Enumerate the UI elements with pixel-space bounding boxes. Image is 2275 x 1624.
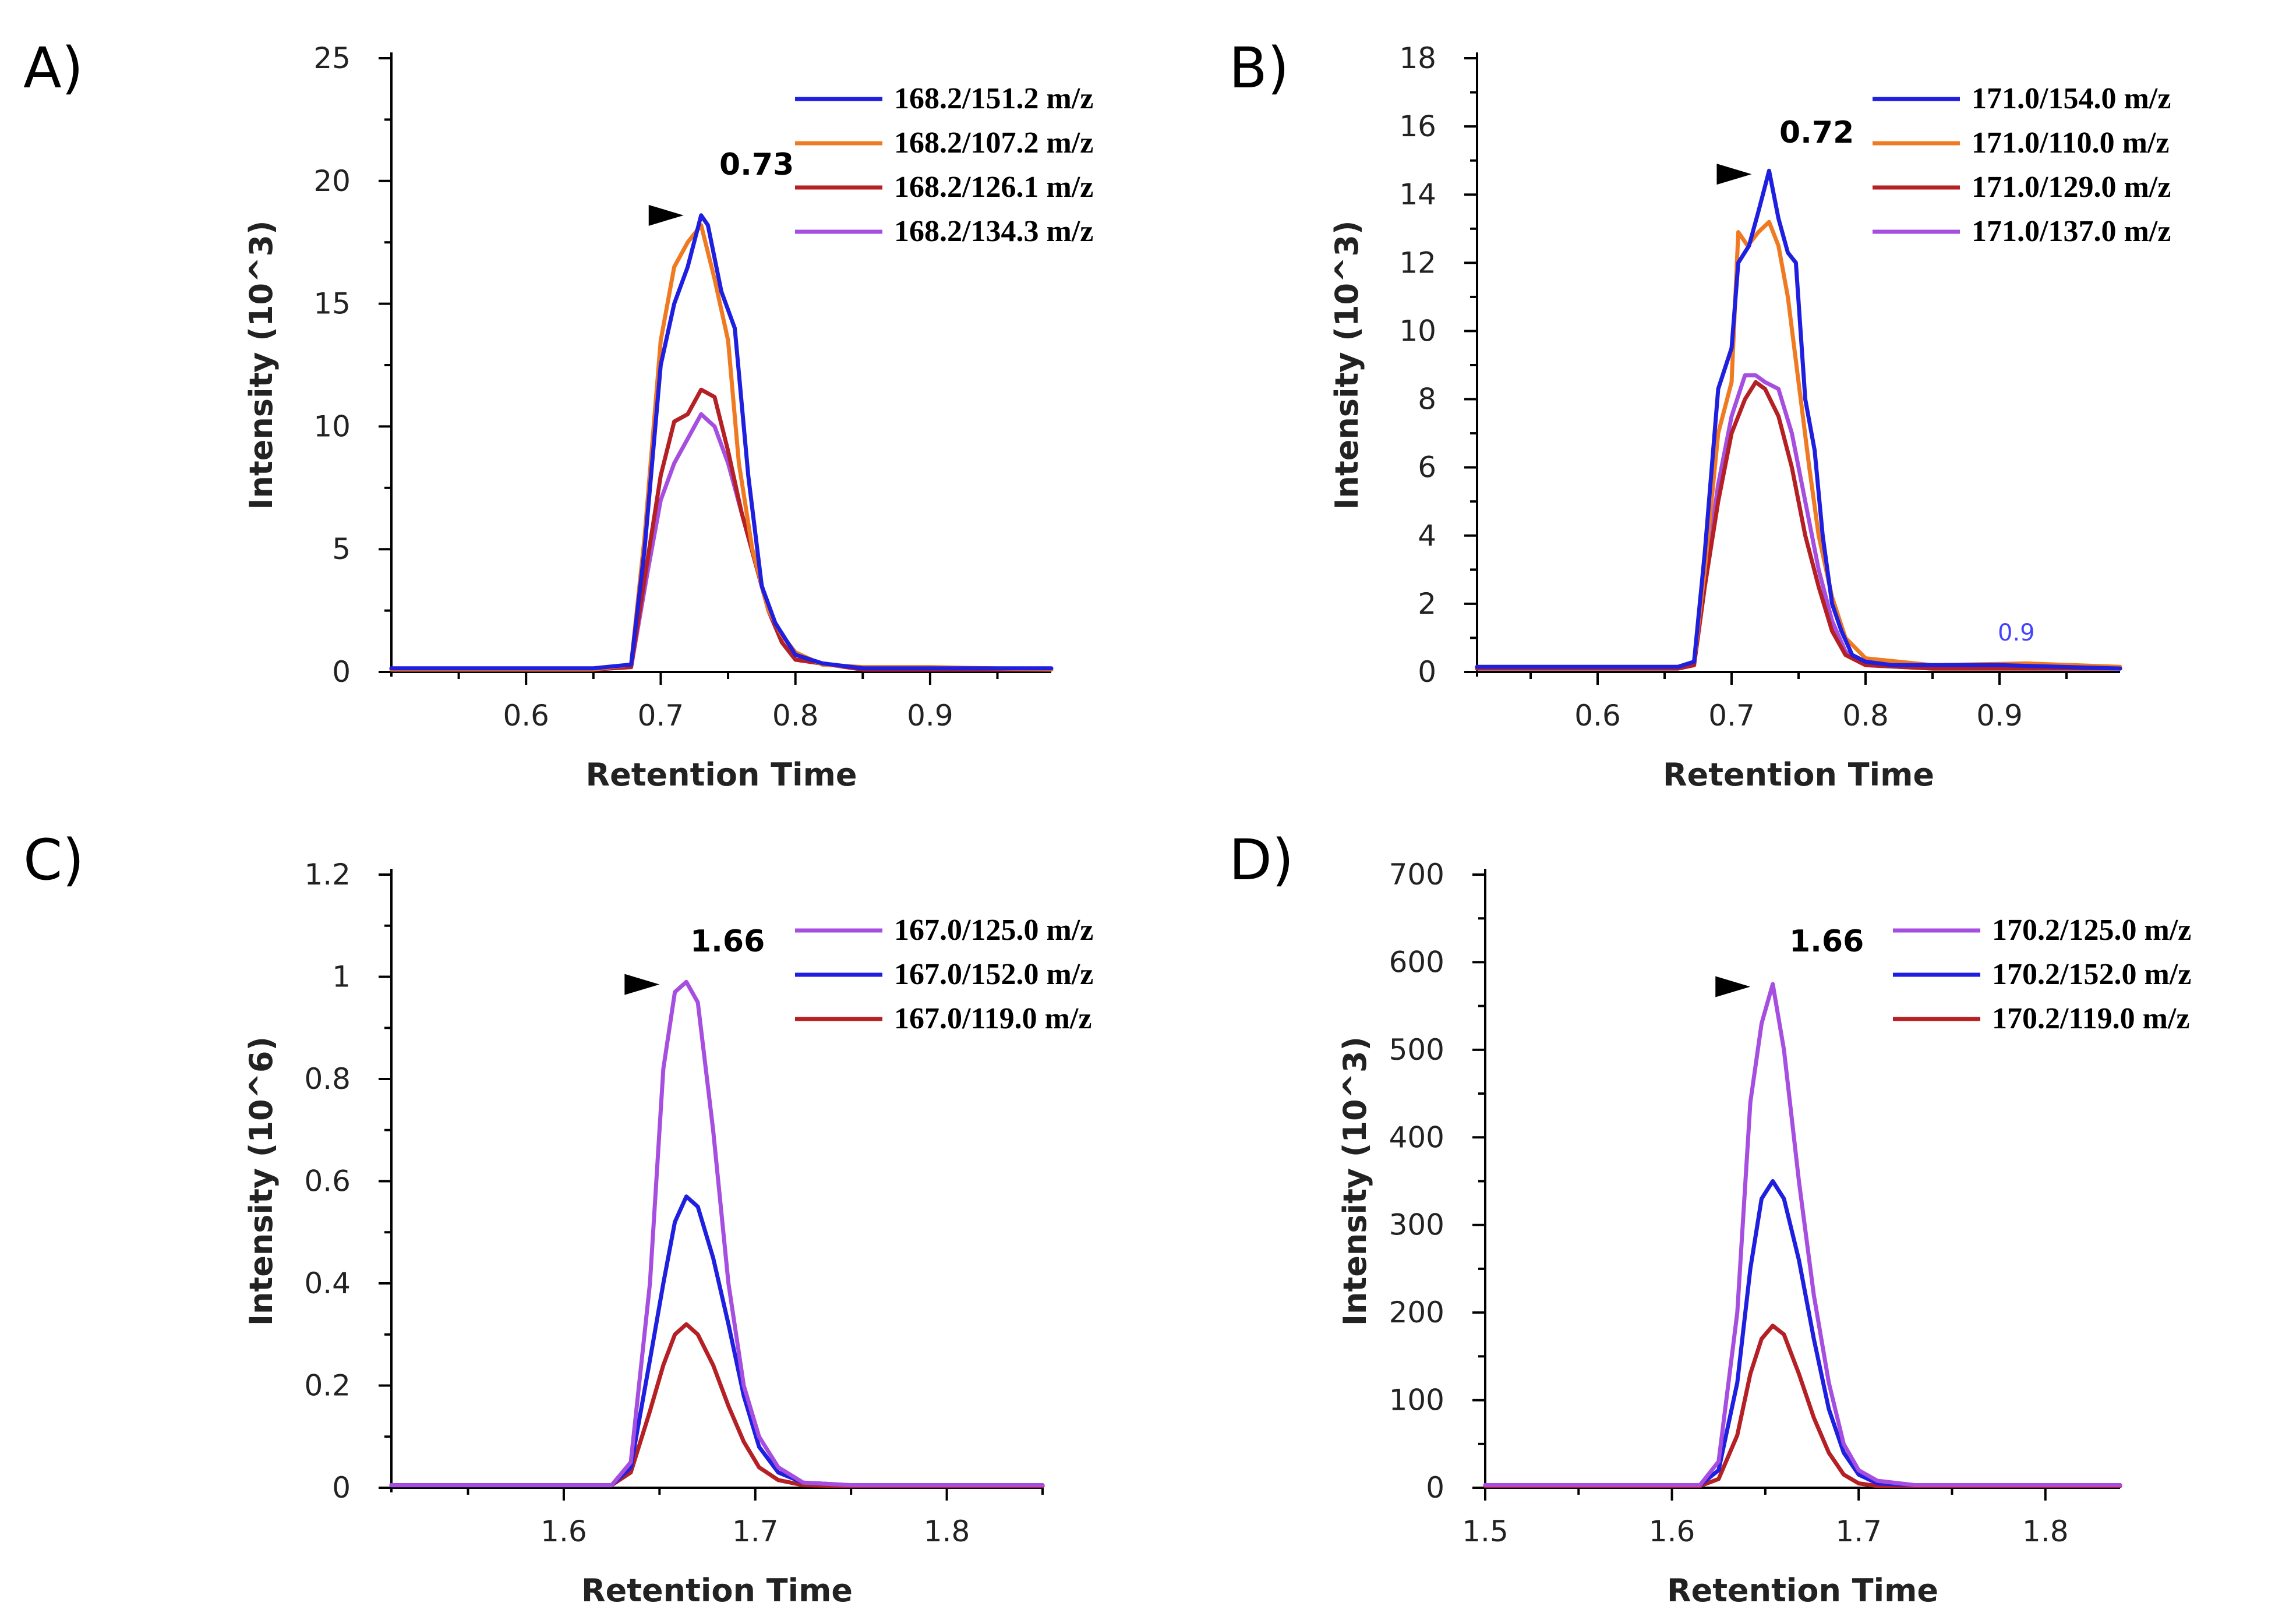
y-tick-label: 1.2 — [304, 858, 351, 891]
x-tick-label: 0.9 — [907, 699, 953, 733]
y-tick-label: 25 — [313, 41, 351, 75]
chart-panel-b: B) 0 2 4 6 8 10 12 14 16 18 0.6 0.7 0.8 0.9 Retention T… — [1229, 36, 2171, 793]
x-tick-label: 1.5 — [1462, 1515, 1509, 1548]
peak-label: 1.66 — [1789, 924, 1864, 959]
legend-label: 168.2/151.2 m/z — [894, 82, 1093, 115]
x-tick-label: 1.6 — [541, 1515, 587, 1548]
y-tick-label: 5 — [332, 532, 351, 566]
series-line-1 — [1475, 168, 2122, 671]
x-tick-label: 1.7 — [1835, 1515, 1882, 1548]
legend-label: 171.0/129.0 m/z — [1972, 171, 2171, 204]
x-axis-title: Retention Time — [581, 1572, 853, 1609]
legend-label: 170.2/119.0 m/z — [1992, 1002, 2189, 1035]
series-line-1 — [389, 213, 1054, 671]
legend-label: 167.0/125.0 m/z — [894, 914, 1093, 947]
y-tick-label: 10 — [313, 409, 351, 443]
x-tick-label: 1.8 — [2022, 1515, 2069, 1548]
y-tick-label: 0 — [1418, 655, 1436, 689]
y-tick-label: 0.4 — [304, 1266, 351, 1300]
panel-label: B) — [1229, 36, 1289, 101]
x-tick-label: 1.7 — [732, 1515, 779, 1548]
y-tick-label: 20 — [313, 164, 351, 198]
y-tick-label: 700 — [1389, 858, 1444, 891]
x-tick-label: 0.6 — [503, 699, 549, 733]
x-tick-label: 0.9 — [1976, 699, 2023, 733]
y-tick-label: 600 — [1389, 945, 1444, 979]
legend-label: 170.2/125.0 m/z — [1992, 914, 2191, 947]
x-tick-label: 0.8 — [772, 699, 819, 733]
peak-label: 1.66 — [690, 924, 765, 959]
legend-label: 168.2/126.1 m/z — [894, 171, 1093, 204]
y-tick-label: 14 — [1399, 178, 1436, 211]
y-tick-label: 300 — [1389, 1208, 1444, 1242]
legend-label: 170.2/152.0 m/z — [1992, 958, 2191, 991]
x-tick-label: 1.8 — [924, 1515, 970, 1548]
y-tick-label: 100 — [1389, 1384, 1444, 1417]
peak-marker-icon — [1716, 164, 1752, 185]
y-tick-label: 0 — [332, 1471, 351, 1505]
x-tick-label: 0.6 — [1574, 699, 1621, 733]
y-tick-label: 16 — [1399, 109, 1436, 143]
legend-label: 171.0/154.0 m/z — [1972, 82, 2171, 115]
y-tick-label: 0 — [332, 655, 351, 689]
y-axis-title: Intensity (10^3) — [243, 220, 280, 510]
panel-label: A) — [23, 36, 83, 101]
y-tick-label: 0.6 — [304, 1165, 351, 1198]
y-tick-label: 8 — [1418, 383, 1436, 416]
y-tick-label: 0.8 — [304, 1062, 351, 1096]
chart-panel-c: C) 0 0.2 0.4 0.6 0.8 1 1.2 1.6 1.7 1.8 Retention Ti… — [23, 827, 1093, 1609]
y-tick-label: 400 — [1389, 1120, 1444, 1154]
legend-label: 171.0/110.0 m/z — [1972, 126, 2169, 160]
y-tick-label: 200 — [1389, 1296, 1444, 1329]
x-tick-label: 1.6 — [1649, 1515, 1695, 1548]
annotation-note: 0.9 — [1998, 620, 2035, 646]
legend-label: 167.0/152.0 m/z — [894, 958, 1093, 991]
panel-label: D) — [1229, 827, 1294, 893]
x-tick-label: 0.7 — [638, 699, 684, 733]
peak-marker-icon — [648, 204, 684, 226]
y-axis-title: Intensity (10^6) — [243, 1036, 280, 1326]
y-tick-label: 2 — [1418, 587, 1436, 621]
x-tick-label: 0.8 — [1842, 699, 1889, 733]
chart-panel-d: D) 0 100 200 300 400 500 600 700 1.5 1.6 1.7 1.8 Rete… — [1229, 827, 2191, 1609]
x-axis-title: Retention Time — [1667, 1572, 1938, 1609]
series-line-2 — [1475, 220, 2122, 669]
series-line-3 — [389, 387, 1054, 672]
y-axis-title: Intensity (10^3) — [1337, 1036, 1373, 1326]
series-line-2 — [389, 1194, 1045, 1488]
y-tick-label: 0.2 — [304, 1369, 351, 1403]
series-line-1 — [1483, 982, 2122, 1487]
series-line-3 — [389, 1322, 1045, 1488]
chart-panel-a: A) 0 5 10 15 20 25 0.6 0.7 0.8 0.9 Retention Time In… — [23, 36, 1093, 793]
x-tick-label: 0.7 — [1708, 699, 1755, 733]
y-tick-label: 4 — [1418, 519, 1436, 553]
y-tick-label: 15 — [313, 287, 351, 321]
y-axis-title: Intensity (10^3) — [1329, 220, 1365, 510]
peak-marker-icon — [624, 974, 660, 995]
series-line-2 — [1483, 1179, 2122, 1487]
y-tick-label: 10 — [1399, 314, 1436, 348]
panel-label: C) — [23, 827, 84, 893]
y-tick-label: 12 — [1399, 246, 1436, 279]
legend-label: 168.2/134.3 m/z — [894, 215, 1093, 248]
y-tick-label: 18 — [1399, 41, 1436, 75]
series-line-3 — [1483, 1324, 2122, 1488]
peak-marker-icon — [1715, 976, 1751, 997]
y-tick-label: 1 — [332, 960, 351, 994]
legend-label: 167.0/119.0 m/z — [894, 1002, 1091, 1035]
y-tick-label: 6 — [1418, 451, 1436, 484]
series-line-1 — [389, 979, 1045, 1488]
legend-label: 171.0/137.0 m/z — [1972, 215, 2171, 248]
series-line-4 — [389, 412, 1054, 672]
legend-label: 168.2/107.2 m/z — [894, 126, 1093, 160]
x-axis-title: Retention Time — [1663, 756, 1934, 793]
y-tick-label: 0 — [1426, 1471, 1444, 1505]
x-axis-title: Retention Time — [586, 756, 857, 793]
y-tick-label: 500 — [1389, 1033, 1444, 1067]
peak-label: 0.72 — [1779, 115, 1854, 150]
peak-label: 0.73 — [719, 147, 794, 182]
